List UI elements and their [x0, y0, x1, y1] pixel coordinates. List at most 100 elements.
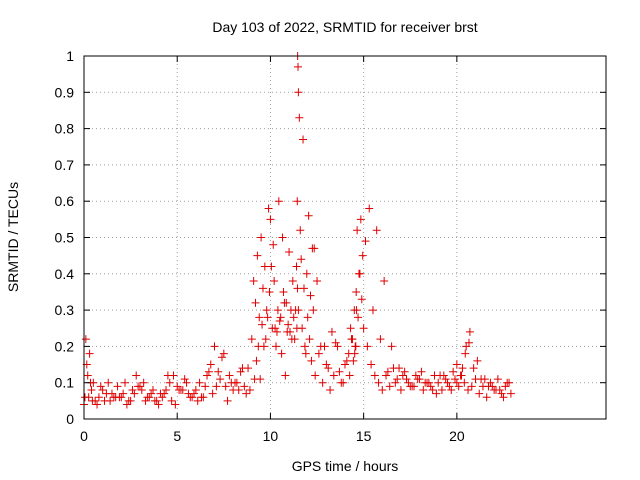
data-point: [223, 396, 232, 405]
data-point: [212, 382, 221, 391]
data-point: [305, 335, 314, 344]
data-point: [245, 385, 254, 394]
data-point: [148, 385, 157, 394]
data-point: [255, 313, 264, 322]
data-point: [393, 375, 402, 384]
y-tick-label: 0.9: [55, 84, 75, 100]
data-point: [247, 335, 256, 344]
data-point: [411, 371, 420, 380]
data-point: [309, 306, 318, 315]
data-point: [354, 269, 363, 278]
data-point: [195, 378, 204, 387]
data-point: [346, 324, 355, 333]
x-tick-label: 10: [263, 428, 279, 444]
data-point: [417, 367, 426, 376]
data-point: [178, 385, 187, 394]
data-point: [299, 135, 308, 144]
data-point: [493, 375, 502, 384]
data-point: [359, 324, 368, 333]
data-point: [107, 389, 116, 398]
data-point: [308, 244, 317, 253]
data-point: [258, 284, 267, 293]
data-point: [180, 375, 189, 384]
data-point: [286, 327, 295, 336]
data-point: [182, 378, 191, 387]
data-point: [292, 324, 301, 333]
data-point: [154, 400, 163, 409]
data-point: [163, 371, 172, 380]
data-point: [482, 393, 491, 402]
y-tick-label: 0.5: [55, 230, 75, 246]
data-point: [191, 385, 200, 394]
data-point: [326, 385, 335, 394]
data-point: [132, 371, 141, 380]
data-point: [167, 396, 176, 405]
data-point: [475, 389, 484, 398]
data-point: [333, 342, 342, 351]
data-point: [404, 378, 413, 387]
data-point: [352, 287, 361, 296]
data-point: [370, 371, 379, 380]
grid-lines: [84, 56, 606, 419]
data-point: [257, 233, 266, 242]
data-point: [291, 306, 300, 315]
data-point: [261, 335, 270, 344]
data-point: [210, 342, 219, 351]
data-point: [272, 327, 281, 336]
data-point: [387, 342, 396, 351]
data-point: [304, 211, 313, 220]
data-point: [208, 389, 217, 398]
data-point: [119, 389, 128, 398]
data-point: [121, 378, 130, 387]
data-point: [486, 378, 495, 387]
y-tick-label: 0.3: [55, 302, 75, 318]
data-point: [432, 389, 441, 398]
data-point: [383, 367, 392, 376]
data-point: [385, 382, 394, 391]
data-point: [278, 233, 287, 242]
data-point: [352, 306, 361, 315]
data-point: [382, 371, 391, 380]
data-point: [186, 393, 195, 402]
data-point: [203, 371, 212, 380]
data-point: [339, 378, 348, 387]
data-point: [104, 378, 113, 387]
data-point: [464, 385, 473, 394]
data-point: [165, 378, 174, 387]
data-points: [80, 52, 515, 409]
data-point: [258, 320, 267, 329]
x-tick-label: 15: [356, 428, 372, 444]
data-point: [306, 291, 315, 300]
y-axis-title: SRMTID / TECUs: [5, 182, 21, 292]
data-point: [238, 364, 247, 373]
data-point: [396, 385, 405, 394]
y-tick-label: 0: [66, 411, 74, 427]
data-point: [275, 316, 284, 325]
data-point: [318, 378, 327, 387]
data-point: [297, 255, 306, 264]
data-point: [267, 262, 276, 271]
data-point: [437, 385, 446, 394]
data-point: [214, 367, 223, 376]
data-point: [447, 385, 456, 394]
data-point: [363, 342, 372, 351]
data-point: [98, 385, 107, 394]
data-point: [273, 306, 282, 315]
data-point: [252, 356, 261, 365]
data-point: [424, 378, 433, 387]
data-point: [266, 215, 275, 224]
data-point: [216, 375, 225, 384]
data-point: [484, 382, 493, 391]
data-point: [327, 327, 336, 336]
data-point: [287, 335, 296, 344]
data-point: [473, 356, 482, 365]
data-point: [221, 382, 230, 391]
data-point: [457, 371, 466, 380]
x-tick-label: 20: [449, 428, 465, 444]
data-point: [461, 349, 470, 358]
x-tick-label: 5: [173, 428, 181, 444]
data-point: [445, 382, 454, 391]
data-point: [264, 204, 273, 213]
data-point: [145, 393, 154, 402]
